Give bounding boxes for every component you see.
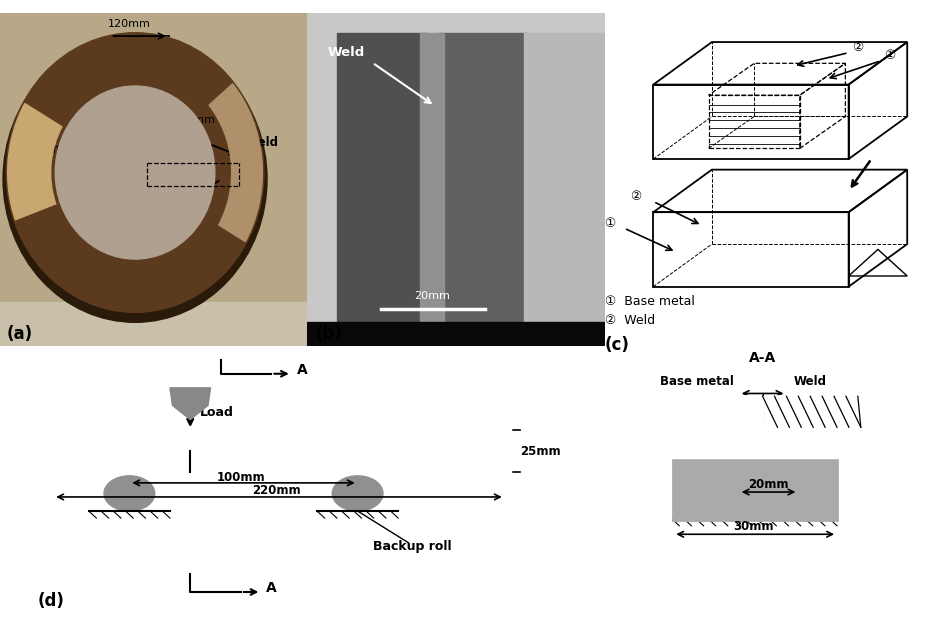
- Text: Weld: Weld: [793, 375, 827, 388]
- Circle shape: [55, 86, 215, 259]
- Bar: [420, 33, 444, 323]
- Bar: [0, 302, 307, 346]
- Text: Base metal: Base metal: [660, 375, 734, 388]
- Bar: [525, 33, 604, 323]
- Text: 100mm: 100mm: [217, 471, 265, 484]
- Text: Weld: Weld: [327, 46, 365, 59]
- Bar: [438, 33, 527, 323]
- Text: 25mm: 25mm: [520, 445, 561, 458]
- Wedge shape: [209, 84, 262, 241]
- Text: ①: ①: [604, 217, 616, 230]
- Text: (b): (b): [316, 325, 342, 343]
- Text: 225mm: 225mm: [172, 115, 215, 125]
- Circle shape: [332, 476, 383, 511]
- Bar: [763, 428, 861, 458]
- Text: 220mm: 220mm: [252, 484, 300, 497]
- Text: c: c: [196, 186, 204, 199]
- Bar: [337, 33, 426, 323]
- Text: Φ840mm: Φ840mm: [21, 143, 76, 156]
- Bar: [307, 323, 604, 346]
- Text: A: A: [297, 363, 308, 377]
- Circle shape: [3, 36, 267, 323]
- Bar: [53, 430, 510, 472]
- Text: (a): (a): [7, 325, 33, 343]
- Wedge shape: [7, 104, 62, 220]
- Bar: [658, 396, 861, 458]
- Text: A-A: A-A: [749, 351, 777, 365]
- Text: ②  Weld: ② Weld: [604, 314, 655, 327]
- Circle shape: [7, 33, 264, 312]
- Text: ②: ②: [631, 190, 642, 204]
- Bar: [658, 428, 763, 458]
- Bar: [673, 458, 837, 520]
- Text: ①: ①: [884, 49, 896, 62]
- Bar: [658, 396, 763, 428]
- Text: ①  Base metal: ① Base metal: [604, 295, 695, 308]
- Text: Weld: Weld: [246, 136, 278, 149]
- Circle shape: [104, 476, 154, 511]
- Text: ②: ②: [852, 42, 863, 54]
- Text: 20mm: 20mm: [749, 478, 789, 491]
- Text: Backup roll: Backup roll: [373, 540, 451, 553]
- Text: (d): (d): [38, 592, 65, 610]
- Text: 20mm: 20mm: [414, 291, 450, 301]
- Text: Load: Load: [200, 406, 234, 419]
- Bar: [763, 396, 861, 428]
- Text: 30mm: 30mm: [734, 520, 774, 533]
- Text: (c): (c): [604, 337, 630, 355]
- Polygon shape: [170, 388, 210, 420]
- Text: 120mm: 120mm: [108, 19, 151, 29]
- Text: A: A: [266, 581, 277, 595]
